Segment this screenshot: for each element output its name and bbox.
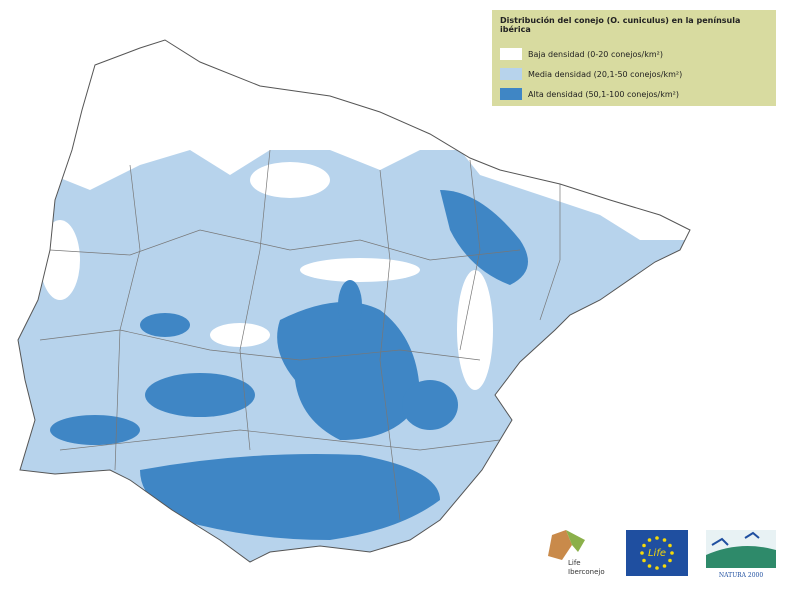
eu-star [655, 536, 659, 540]
eu-star [662, 538, 667, 542]
logo-text: Life [648, 548, 666, 559]
eu-star [647, 564, 652, 568]
eu-star [662, 564, 667, 568]
legend-swatch [500, 68, 522, 80]
legend-label: Baja densidad (0-20 conejos/km²) [528, 49, 663, 59]
logo-text: Life [568, 559, 581, 567]
legend: Distribución del conejo (O. cuniculus) e… [492, 10, 776, 106]
legend-label: Alta densidad (50,1-100 conejos/km²) [528, 89, 679, 99]
eu-star [670, 551, 674, 555]
eu-star [655, 566, 659, 570]
eu-star [668, 558, 672, 563]
legend-swatch [500, 48, 522, 60]
eu-star [642, 558, 646, 563]
legend-title: Distribución del conejo (O. cuniculus) e… [500, 16, 741, 34]
logo-life-iberconejo: Life Iberconejo [548, 530, 605, 576]
eu-star [668, 543, 672, 548]
logo-natura: NATURA 2000 [706, 530, 776, 579]
legend-item: Alta densidad (50,1-100 conejos/km²) [500, 84, 768, 104]
legend-swatch [500, 88, 522, 100]
eu-star [640, 551, 644, 555]
logo-text: Iberconejo [568, 568, 605, 576]
eu-star [647, 538, 652, 542]
legend-item: Media densidad (20,1-50 conejos/km²) [500, 64, 768, 84]
logo-eu-life: Life [626, 530, 688, 576]
eu-star [642, 543, 646, 548]
legend-item: Baja densidad (0-20 conejos/km²) [500, 44, 768, 64]
logo-text: NATURA 2000 [719, 572, 764, 579]
legend-label: Media densidad (20,1-50 conejos/km²) [528, 69, 683, 79]
